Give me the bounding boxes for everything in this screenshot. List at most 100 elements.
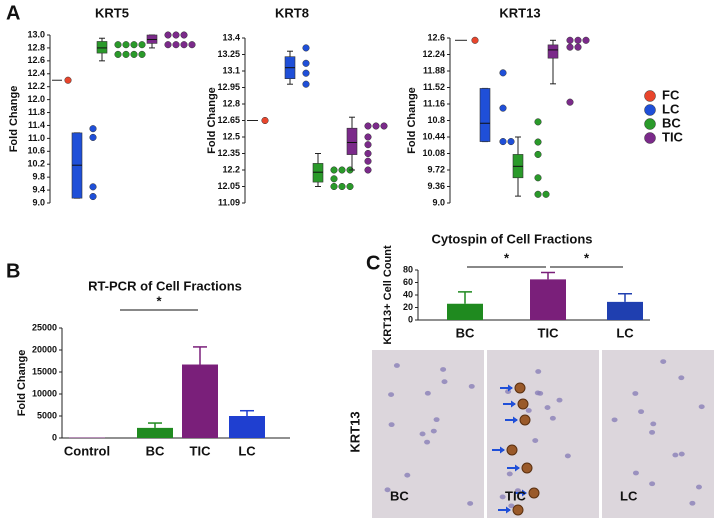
micrograph-row-label: KRT13 (347, 411, 362, 452)
data-point (130, 41, 138, 49)
y-tick-label: 9.4 (32, 184, 45, 194)
data-point (330, 166, 338, 174)
legend-swatch (644, 90, 656, 102)
data-point (346, 182, 354, 191)
micrograph-label: TIC (505, 488, 527, 503)
y-tick-label: 9.0 (432, 197, 445, 207)
y-tick-label: 11.4 (28, 120, 45, 130)
cell (467, 501, 474, 506)
data-point (89, 125, 97, 133)
legend-label: TIC (662, 129, 684, 144)
legend-label: LC (662, 101, 680, 116)
y-tick-label: 11.0 (28, 133, 45, 143)
y-tick-label: 12.6 (27, 55, 45, 65)
legend-label: BC (662, 115, 681, 130)
y-tick-label: 12.2 (222, 164, 240, 174)
y-tick-label: 12.24 (422, 49, 445, 59)
data-point (172, 31, 180, 39)
y-tick-label: 12.4 (27, 68, 45, 78)
data-point (180, 41, 188, 49)
cell (532, 438, 539, 443)
y-tick-label: 9.0 (32, 197, 45, 207)
y-tick-label: 12.5 (222, 131, 240, 141)
data-point (302, 59, 310, 67)
data-point (534, 150, 542, 158)
arrow-head (500, 446, 505, 454)
micrograph (487, 350, 599, 518)
data-point (302, 69, 310, 77)
data-point (499, 138, 507, 146)
stained-cell (517, 398, 529, 410)
cell (393, 363, 400, 368)
cell (508, 503, 515, 509)
chart-title: RT-PCR of Cell Fractions (88, 278, 242, 293)
cell (404, 472, 411, 478)
bar (69, 437, 105, 439)
panel-letter: C (366, 252, 380, 274)
micrograph (372, 350, 484, 518)
data-point (188, 41, 196, 49)
y-tick-label: 13.0 (27, 29, 45, 39)
cell (649, 481, 656, 487)
y-tick-label: 9.8 (32, 172, 45, 182)
cell (430, 428, 437, 434)
panel-letter: A (6, 2, 20, 24)
data-point (338, 182, 346, 191)
legend-swatch (644, 118, 656, 130)
x-tick-label: LC (616, 325, 634, 340)
y-tick-label: 12.6 (427, 32, 445, 42)
y-tick-label: 11.88 (423, 65, 445, 75)
box (479, 88, 491, 142)
y-tick-label: 12.0 (27, 94, 45, 104)
data-point (330, 175, 338, 183)
micrograph-label: LC (620, 488, 638, 503)
data-point (499, 104, 507, 112)
data-point (130, 50, 138, 58)
data-point (261, 116, 269, 125)
stained-cell (521, 462, 533, 474)
cell (672, 452, 679, 458)
cell (564, 453, 571, 459)
cell (506, 471, 513, 477)
data-point (64, 76, 72, 84)
cell (660, 359, 667, 365)
chart-title: Cytospin of Cell Fractions (431, 231, 592, 246)
y-tick-label: 13.25 (217, 49, 240, 59)
data-point (172, 41, 180, 49)
y-tick-label: 13.1 (222, 65, 240, 75)
data-point (330, 182, 338, 191)
stained-cell (519, 414, 531, 426)
data-point (89, 133, 97, 141)
data-point (534, 174, 542, 182)
cell (632, 391, 639, 396)
data-point (122, 50, 130, 58)
data-point (138, 50, 146, 58)
y-axis-label: Fold Change (16, 350, 28, 417)
y-tick-label: 20 (403, 302, 413, 312)
cell (499, 494, 506, 500)
arrow-head (508, 384, 513, 392)
y-axis-label: Fold Change (8, 86, 20, 153)
y-tick-label: 25000 (32, 322, 57, 332)
cell (537, 391, 544, 396)
y-tick-label: 12.8 (222, 98, 240, 108)
data-point (574, 36, 582, 44)
y-tick-label: 9.72 (427, 164, 445, 174)
data-point (364, 157, 372, 165)
data-point (566, 43, 574, 51)
box (547, 44, 559, 59)
x-tick-label: BC (146, 443, 165, 458)
x-tick-label: BC (456, 325, 475, 340)
y-tick-label: 11.8 (28, 107, 45, 117)
cell (433, 417, 440, 423)
data-point (364, 141, 372, 149)
data-point (566, 36, 574, 44)
y-tick-label: 12.8 (27, 42, 45, 52)
cell (698, 404, 705, 410)
y-tick-label: 11.52 (423, 82, 445, 92)
data-point (380, 122, 388, 130)
bar (607, 301, 643, 320)
significance-label: * (584, 250, 590, 265)
data-point (534, 118, 542, 126)
